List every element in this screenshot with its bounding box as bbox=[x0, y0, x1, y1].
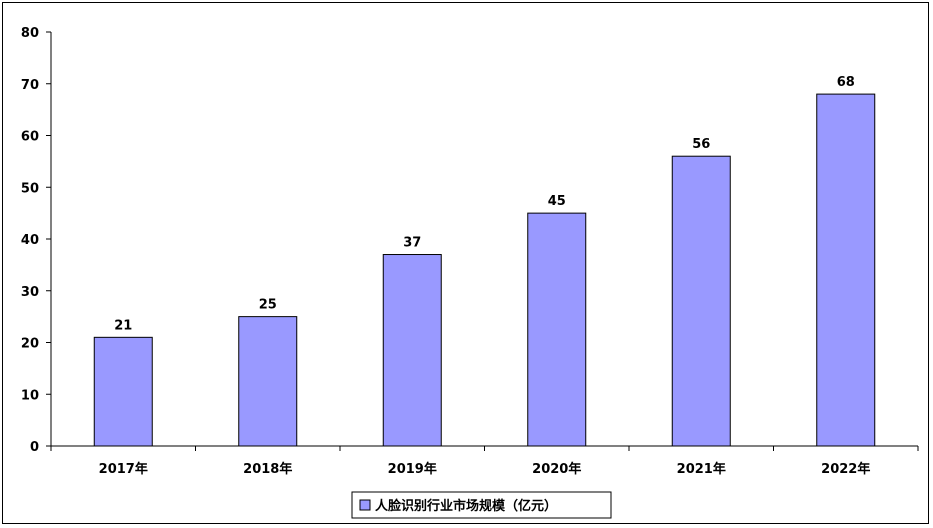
y-tick-label: 30 bbox=[21, 285, 39, 300]
y-axis: 0 10 20 30 40 50 60 70 80 bbox=[21, 26, 52, 455]
x-tick-label: 2018年 bbox=[243, 461, 292, 477]
x-tick-label: 2020年 bbox=[532, 461, 581, 477]
y-tick-label: 70 bbox=[21, 78, 39, 93]
data-label: 45 bbox=[548, 194, 566, 209]
legend-label: 人脸识别行业市场规模（亿元） bbox=[375, 498, 557, 514]
bar bbox=[527, 212, 587, 447]
x-axis: 2017年 2018年 2019年 2020年 2021年 2022年 bbox=[50, 445, 919, 477]
bar bbox=[382, 254, 442, 447]
x-tick-label: 2017年 bbox=[99, 461, 148, 477]
data-label: 56 bbox=[692, 137, 710, 152]
legend-box bbox=[351, 491, 612, 519]
x-tick-label: 2022年 bbox=[821, 461, 870, 477]
x-tick-label: 2019年 bbox=[388, 461, 437, 477]
data-label: 25 bbox=[259, 298, 277, 313]
data-label: 68 bbox=[837, 75, 855, 90]
bar bbox=[93, 336, 153, 447]
x-tick-label: 2021年 bbox=[677, 461, 726, 477]
y-tick-label: 50 bbox=[21, 181, 39, 196]
y-tick-label: 20 bbox=[21, 337, 39, 352]
y-tick-label: 10 bbox=[21, 388, 39, 403]
bar bbox=[671, 155, 731, 447]
y-tick-label: 60 bbox=[21, 130, 39, 145]
bar bbox=[238, 316, 298, 447]
legend: 人脸识别行业市场规模（亿元） bbox=[351, 491, 612, 519]
bar bbox=[816, 93, 876, 447]
y-tick-label: 0 bbox=[30, 440, 39, 455]
legend-swatch bbox=[359, 499, 371, 511]
data-label: 37 bbox=[403, 236, 421, 251]
bars bbox=[93, 93, 876, 447]
data-label: 21 bbox=[114, 318, 132, 333]
data-labels: 21 25 37 45 56 68 bbox=[114, 75, 855, 333]
y-tick-label: 80 bbox=[21, 26, 39, 41]
y-tick-label: 40 bbox=[21, 233, 39, 248]
